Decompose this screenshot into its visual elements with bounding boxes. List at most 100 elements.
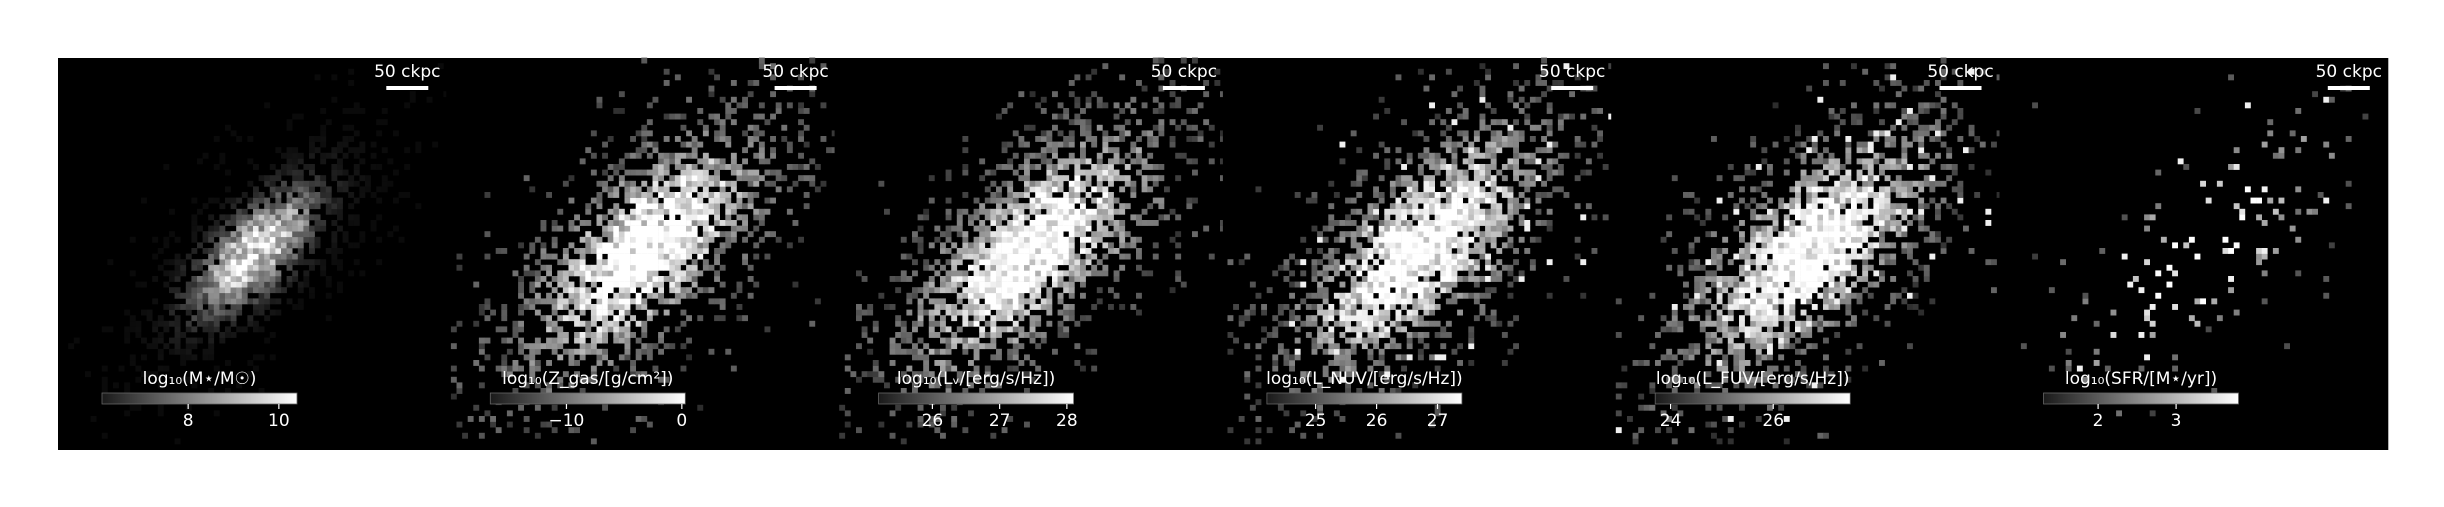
pixel xyxy=(1384,332,1391,338)
pixel xyxy=(1311,348,1318,355)
pixel xyxy=(1800,365,1807,372)
pixel xyxy=(1806,281,1813,288)
pixel xyxy=(962,248,969,254)
pixel xyxy=(518,287,524,294)
pixel xyxy=(1806,186,1813,193)
pixel xyxy=(180,304,187,310)
pixel xyxy=(1666,348,1673,355)
pixel xyxy=(1361,248,1368,254)
pixel xyxy=(1739,270,1745,277)
pixel xyxy=(968,287,974,294)
pixel xyxy=(1445,231,1452,238)
pixel xyxy=(269,253,276,260)
pixel xyxy=(320,108,327,114)
pixel xyxy=(1367,326,1374,333)
pixel xyxy=(680,225,687,232)
pixel xyxy=(1001,248,1008,254)
pixel xyxy=(1518,136,1525,142)
pixel xyxy=(1429,186,1435,193)
pixel xyxy=(213,264,220,271)
pixel xyxy=(962,287,969,294)
pixel xyxy=(624,354,631,361)
pixel xyxy=(1518,270,1525,277)
pixel xyxy=(984,208,991,215)
pixel xyxy=(585,326,592,333)
pixel xyxy=(630,152,636,159)
pixel xyxy=(861,276,868,282)
pixel xyxy=(579,236,586,243)
pixel xyxy=(1412,197,1419,204)
pixel xyxy=(984,292,991,299)
pixel xyxy=(1102,253,1109,260)
pixel xyxy=(674,180,681,187)
pixel xyxy=(1412,180,1419,187)
pixel xyxy=(669,225,676,232)
pixel xyxy=(1417,348,1424,355)
pixel xyxy=(320,192,327,198)
pixel xyxy=(1300,371,1307,378)
pixel xyxy=(1007,164,1014,170)
pixel xyxy=(1356,192,1363,198)
pixel xyxy=(292,169,299,176)
pixel xyxy=(1705,287,1712,294)
pixel xyxy=(574,304,580,310)
pixel xyxy=(923,343,930,350)
pixel xyxy=(1755,281,1762,288)
pixel xyxy=(1518,96,1525,103)
pixel xyxy=(607,287,614,294)
pixel xyxy=(1795,214,1801,221)
pixel xyxy=(1716,264,1723,271)
pixel xyxy=(1722,304,1729,310)
pixel xyxy=(518,309,524,316)
pixel xyxy=(596,102,603,109)
pixel xyxy=(646,343,653,350)
pixel xyxy=(585,376,592,383)
pixel xyxy=(686,192,692,198)
pixel xyxy=(1479,192,1486,198)
pixel xyxy=(680,208,687,215)
pixel xyxy=(1124,203,1131,210)
pixel xyxy=(652,236,659,243)
pixel xyxy=(1429,175,1435,182)
pixel xyxy=(945,270,952,277)
pixel xyxy=(174,332,181,338)
pixel xyxy=(303,214,310,221)
pixel xyxy=(809,320,816,327)
pixel xyxy=(900,332,907,338)
pixel xyxy=(747,192,754,198)
pixel xyxy=(906,421,913,428)
pixel xyxy=(1007,365,1014,372)
pixel xyxy=(551,320,558,327)
pixel xyxy=(348,203,355,210)
pixel xyxy=(663,192,670,198)
pixel xyxy=(1783,287,1790,294)
pixel xyxy=(996,276,1002,282)
pixel xyxy=(331,169,338,176)
pixel xyxy=(973,259,980,266)
pixel xyxy=(719,220,726,226)
pixel xyxy=(1823,298,1829,305)
pixel xyxy=(940,264,946,271)
pixel xyxy=(1671,248,1678,254)
pixel xyxy=(1018,164,1025,170)
pixel xyxy=(590,337,597,344)
pixel xyxy=(1091,141,1098,148)
pixel xyxy=(303,231,310,238)
pixel xyxy=(1035,259,1042,266)
pixel xyxy=(1367,315,1374,322)
pixel xyxy=(680,220,687,226)
pixel xyxy=(680,343,687,350)
pixel xyxy=(292,158,299,165)
pixel xyxy=(1429,264,1435,271)
pixel xyxy=(568,382,575,389)
pixel xyxy=(1529,180,1536,187)
pixel xyxy=(225,264,231,271)
pixel xyxy=(1597,152,1603,159)
pixel xyxy=(1423,197,1430,204)
pixel xyxy=(1208,141,1215,148)
pixel xyxy=(269,186,276,193)
pixel xyxy=(803,192,810,198)
pixel xyxy=(1272,326,1279,333)
pixel xyxy=(264,236,271,243)
pixel xyxy=(185,304,192,310)
